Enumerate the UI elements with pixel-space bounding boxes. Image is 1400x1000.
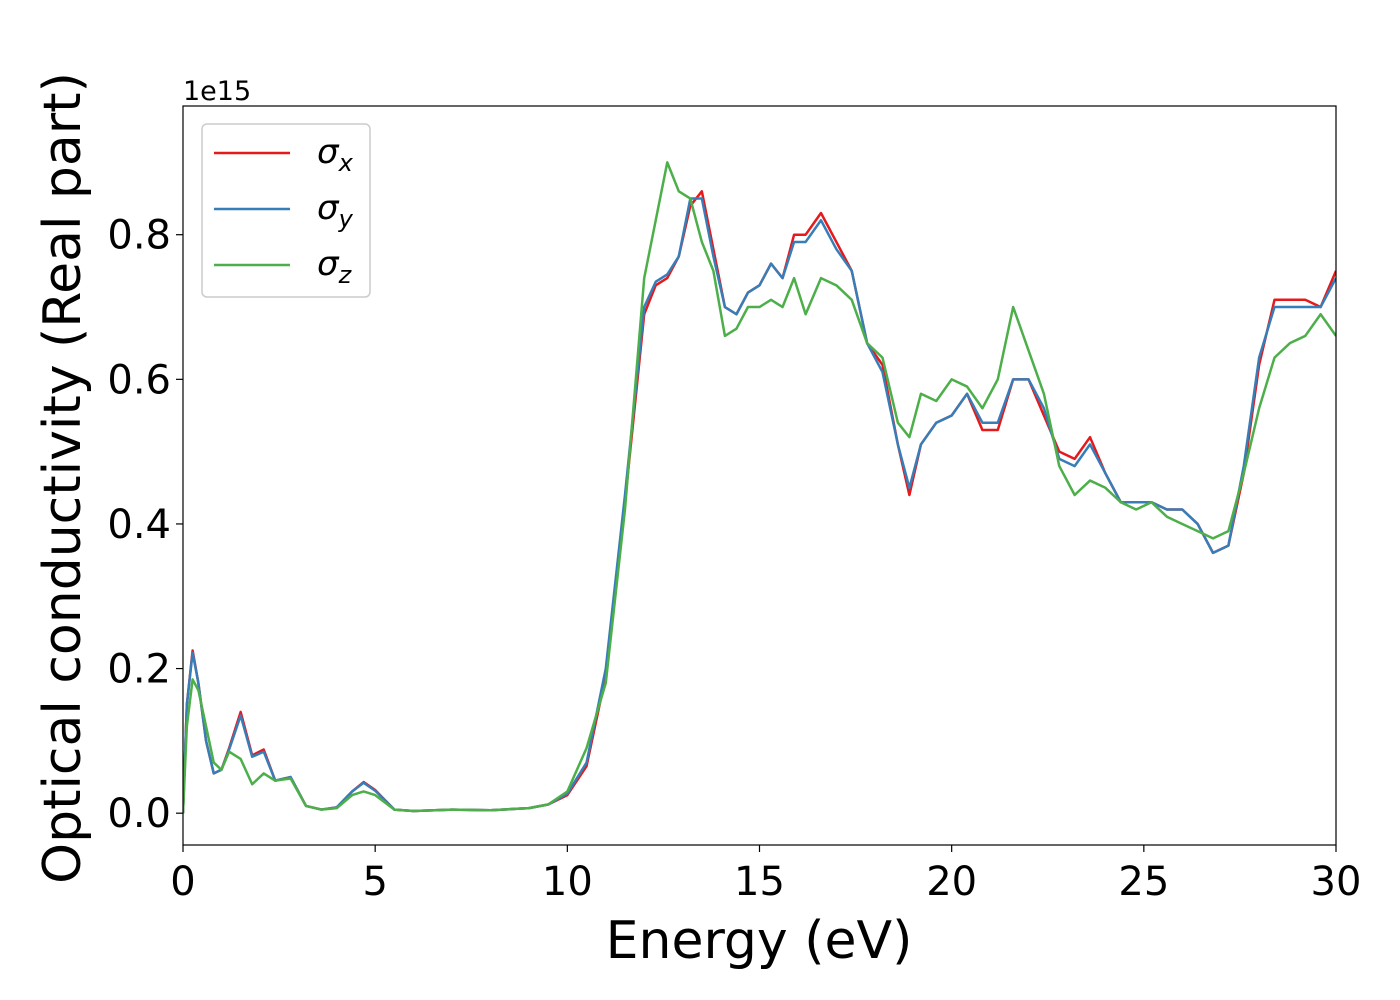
y-tick-label: 0.6 bbox=[107, 357, 171, 403]
y-tick-label: 0.2 bbox=[107, 647, 171, 693]
y-axis-label: Optical conductivity (Real part) bbox=[33, 72, 93, 884]
y-offset: 1e15 bbox=[183, 76, 251, 107]
legend-box bbox=[201, 123, 371, 298]
x-axis-label: Energy (eV) bbox=[606, 911, 913, 971]
x-tick-label: 10 bbox=[542, 859, 593, 905]
legend-label: σx bbox=[317, 132, 354, 177]
y-tick-label: 0.8 bbox=[107, 213, 171, 259]
x-tick-label: 15 bbox=[734, 859, 785, 905]
y-tick-label: 0.0 bbox=[107, 791, 171, 837]
x-tick-label: 20 bbox=[926, 859, 977, 905]
x-tick-label: 5 bbox=[362, 859, 387, 905]
y-tick-label: 0.4 bbox=[107, 502, 171, 548]
x-tick-label: 0 bbox=[170, 859, 195, 905]
x-tick-label: 25 bbox=[1118, 859, 1169, 905]
legend-label: σz bbox=[317, 244, 353, 289]
series-line bbox=[183, 161, 1336, 814]
x-tick-label: 30 bbox=[1311, 859, 1362, 905]
legend-label: σy bbox=[317, 188, 354, 233]
